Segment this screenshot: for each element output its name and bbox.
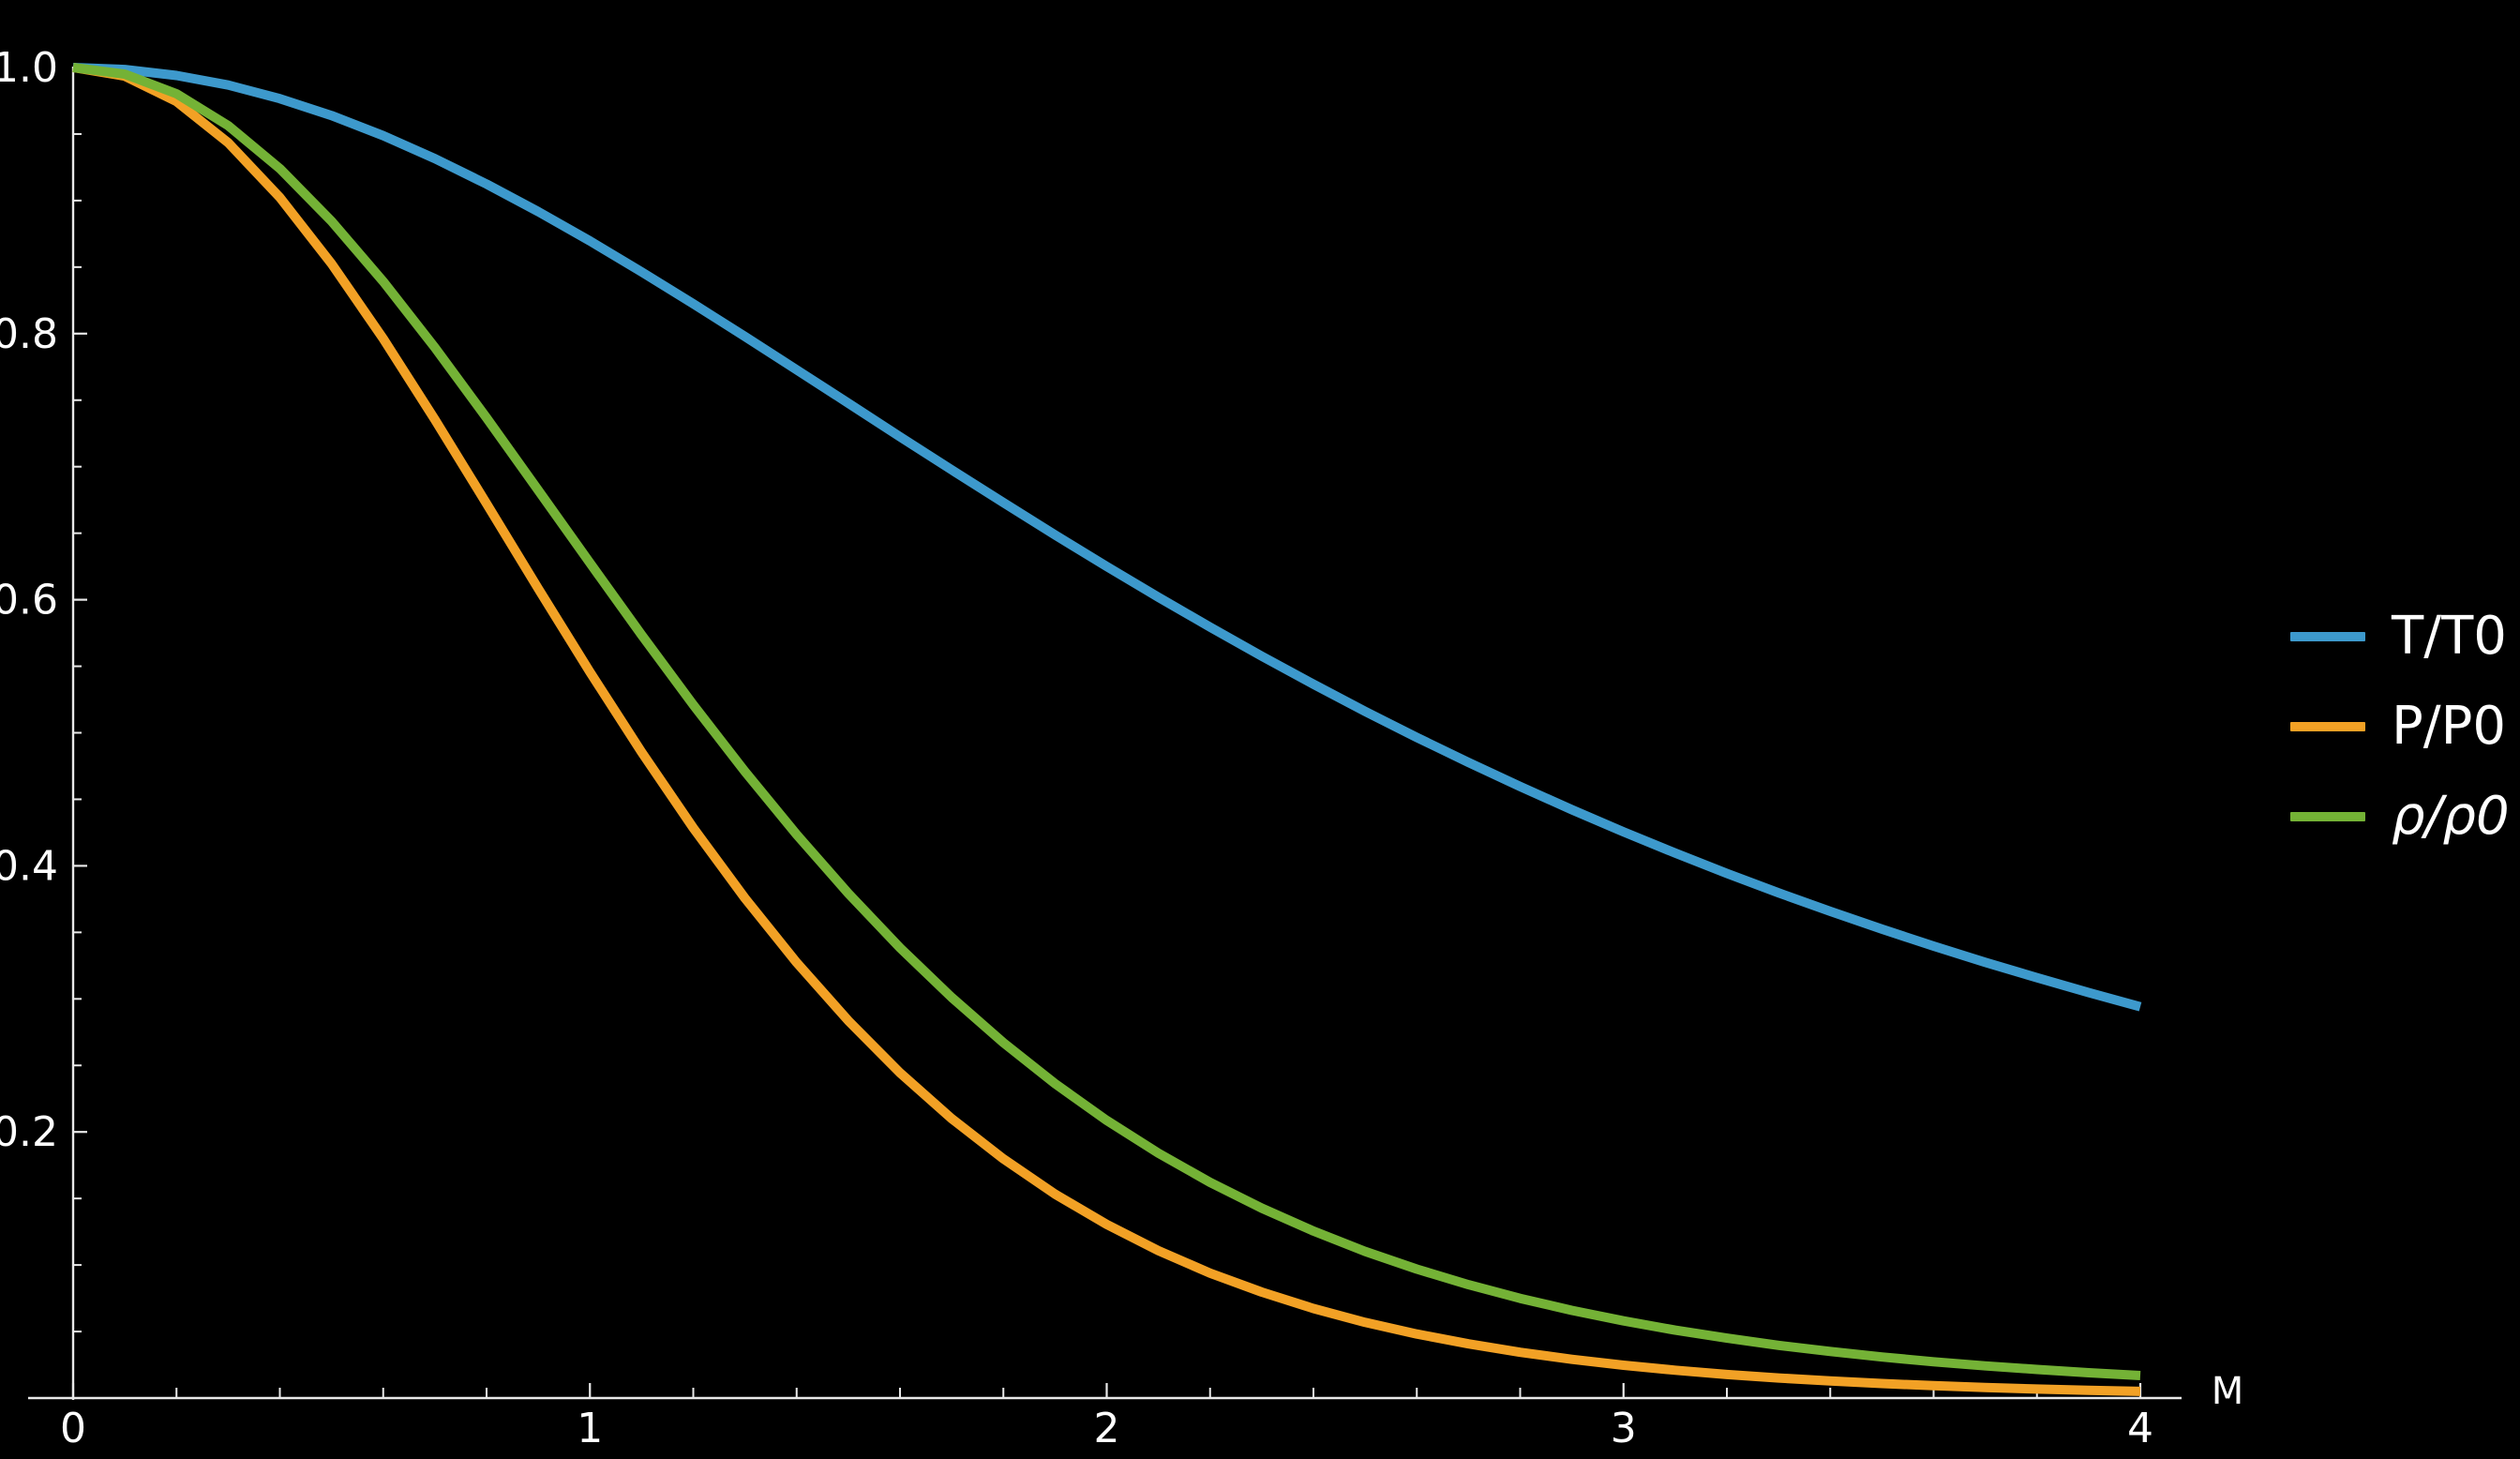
curves (72, 63, 2142, 1396)
legend-label-t-t0: T/T0 (2392, 606, 2507, 667)
x-axis-title: M (2212, 1370, 2244, 1413)
axis-labels: 0 1 2 3 4 0.2 0.4 0.6 0.8 1.0 M (0, 44, 2243, 1452)
legend-entry-p-p0: P/P0 (2290, 682, 2510, 772)
y-tick-label: 0.4 (0, 842, 58, 890)
legend-swatch-rho-rho0 (2290, 812, 2365, 821)
axes (28, 66, 2182, 1400)
curve-p-p0 (72, 63, 2141, 1396)
y-tick-label: 0.2 (0, 1108, 58, 1156)
legend-entry-rho-rho0: ρ/ρ0 (2290, 772, 2510, 862)
x-tick-label: 4 (2127, 1405, 2153, 1452)
curve--0 (72, 63, 2141, 1380)
y-tick-label: 0.6 (0, 577, 58, 624)
legend-swatch-p-p0 (2290, 722, 2365, 731)
x-tick-label: 3 (1611, 1405, 1637, 1452)
x-tick-label: 2 (1094, 1405, 1120, 1452)
legend-label-p-p0: P/P0 (2392, 696, 2507, 757)
legend: T/T0 P/P0 ρ/ρ0 (2290, 592, 2510, 862)
y-tick-label: 1.0 (0, 44, 58, 92)
x-tick-label: 1 (577, 1405, 603, 1452)
curve-t-t0 (72, 63, 2142, 1012)
legend-entry-t-t0: T/T0 (2290, 592, 2510, 682)
y-tick-label: 0.8 (0, 310, 58, 358)
legend-swatch-t-t0 (2290, 632, 2365, 641)
x-tick-label: 0 (60, 1405, 86, 1452)
legend-label-rho-rho0: ρ/ρ0 (2392, 786, 2510, 847)
